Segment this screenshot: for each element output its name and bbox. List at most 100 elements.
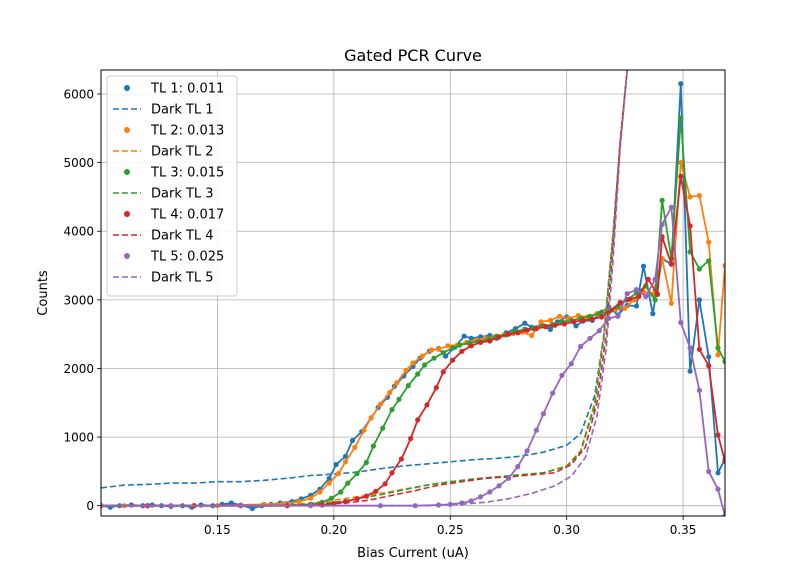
data-point bbox=[715, 345, 721, 351]
data-point bbox=[559, 372, 565, 378]
dark-series-line bbox=[101, 70, 628, 489]
data-point bbox=[468, 335, 474, 341]
data-point bbox=[380, 425, 386, 431]
data-point bbox=[596, 328, 602, 334]
dark-series-line bbox=[101, 70, 628, 507]
data-point bbox=[505, 475, 512, 481]
data-point bbox=[678, 160, 684, 166]
grid bbox=[101, 70, 725, 516]
data-point bbox=[696, 193, 703, 199]
y-tick-label: 2000 bbox=[63, 362, 94, 376]
data-point bbox=[415, 371, 421, 377]
data-point bbox=[459, 348, 465, 354]
data-point bbox=[394, 380, 400, 386]
data-point bbox=[352, 444, 358, 450]
legend-item: Dark TL 3 bbox=[113, 187, 214, 202]
data-point bbox=[540, 411, 547, 417]
data-point bbox=[487, 338, 493, 344]
data-point bbox=[477, 494, 484, 500]
data-point bbox=[706, 258, 712, 264]
data-point bbox=[524, 448, 530, 454]
data-point bbox=[450, 357, 456, 363]
data-point bbox=[687, 194, 693, 200]
data-point bbox=[405, 383, 411, 389]
data-point bbox=[547, 317, 554, 323]
legend-label: TL 1: 0.011 bbox=[150, 82, 224, 97]
data-point bbox=[296, 499, 302, 505]
y-tick-label: 0 bbox=[86, 499, 94, 513]
data-point bbox=[415, 417, 421, 423]
legend-label: Dark TL 3 bbox=[151, 187, 214, 202]
data-point bbox=[403, 367, 409, 374]
data-point bbox=[419, 353, 425, 359]
data-point bbox=[477, 339, 484, 345]
legend-label: TL 5: 0.025 bbox=[150, 250, 224, 265]
data-point bbox=[249, 505, 255, 512]
data-point bbox=[410, 360, 416, 366]
data-point bbox=[228, 500, 234, 506]
data-point bbox=[328, 495, 335, 501]
data-point bbox=[589, 316, 595, 322]
legend-marker-swatch bbox=[124, 85, 130, 91]
data-point bbox=[515, 464, 521, 470]
data-point bbox=[429, 347, 435, 353]
data-point bbox=[382, 481, 388, 487]
dark-series-line bbox=[101, 70, 628, 507]
legend-label: TL 2: 0.013 bbox=[150, 124, 224, 139]
data-point bbox=[345, 480, 351, 486]
data-point bbox=[578, 343, 584, 350]
data-point bbox=[696, 346, 703, 352]
x-tick-label: 0.35 bbox=[670, 523, 697, 537]
series-2 bbox=[101, 70, 628, 489]
data-point bbox=[687, 368, 693, 374]
data-point bbox=[342, 459, 349, 465]
data-point bbox=[706, 363, 712, 369]
data-point bbox=[461, 333, 467, 339]
data-point bbox=[496, 483, 502, 489]
data-point bbox=[722, 513, 725, 516]
x-axis-label: Bias Current (uA) bbox=[357, 546, 469, 561]
data-point bbox=[436, 346, 442, 352]
data-point bbox=[687, 345, 693, 351]
legend-item: TL 3: 0.015 bbox=[124, 166, 224, 181]
data-point bbox=[422, 362, 428, 368]
data-point bbox=[580, 317, 586, 323]
legend-label: Dark TL 1 bbox=[151, 103, 214, 118]
legend-label: Dark TL 2 bbox=[151, 145, 214, 160]
data-point bbox=[547, 326, 554, 332]
data-point bbox=[678, 173, 684, 179]
data-point bbox=[645, 276, 651, 282]
data-point bbox=[349, 437, 356, 444]
data-point bbox=[457, 342, 463, 348]
x-tick-label: 0.30 bbox=[553, 523, 580, 537]
plot-frame bbox=[100, 69, 726, 517]
data-point bbox=[668, 261, 675, 267]
data-point bbox=[487, 489, 493, 495]
series-7 bbox=[101, 173, 725, 509]
y-tick-label: 6000 bbox=[63, 88, 94, 102]
data-point bbox=[652, 297, 658, 303]
data-point bbox=[678, 115, 684, 121]
legend-marker-swatch bbox=[124, 211, 130, 217]
y-axis-label: Counts bbox=[36, 270, 51, 316]
data-point bbox=[722, 359, 725, 365]
data-point bbox=[363, 459, 369, 466]
y-tick-label: 1000 bbox=[63, 431, 94, 445]
data-point bbox=[659, 221, 665, 227]
data-point bbox=[342, 453, 349, 459]
legend-item: Dark TL 1 bbox=[113, 103, 214, 118]
data-point bbox=[354, 496, 360, 502]
data-point bbox=[626, 296, 633, 302]
x-tick-label: 0.15 bbox=[204, 523, 231, 537]
data-point bbox=[396, 396, 402, 402]
data-point bbox=[715, 486, 721, 492]
data-point bbox=[431, 355, 437, 361]
data-point bbox=[668, 300, 675, 306]
legend-marker-swatch bbox=[124, 127, 130, 133]
legend-label: Dark TL 4 bbox=[151, 229, 214, 244]
data-point bbox=[354, 470, 360, 477]
legend-item: Dark TL 2 bbox=[113, 145, 214, 160]
data-point bbox=[659, 197, 665, 203]
data-point bbox=[533, 326, 540, 332]
data-point bbox=[524, 327, 530, 333]
